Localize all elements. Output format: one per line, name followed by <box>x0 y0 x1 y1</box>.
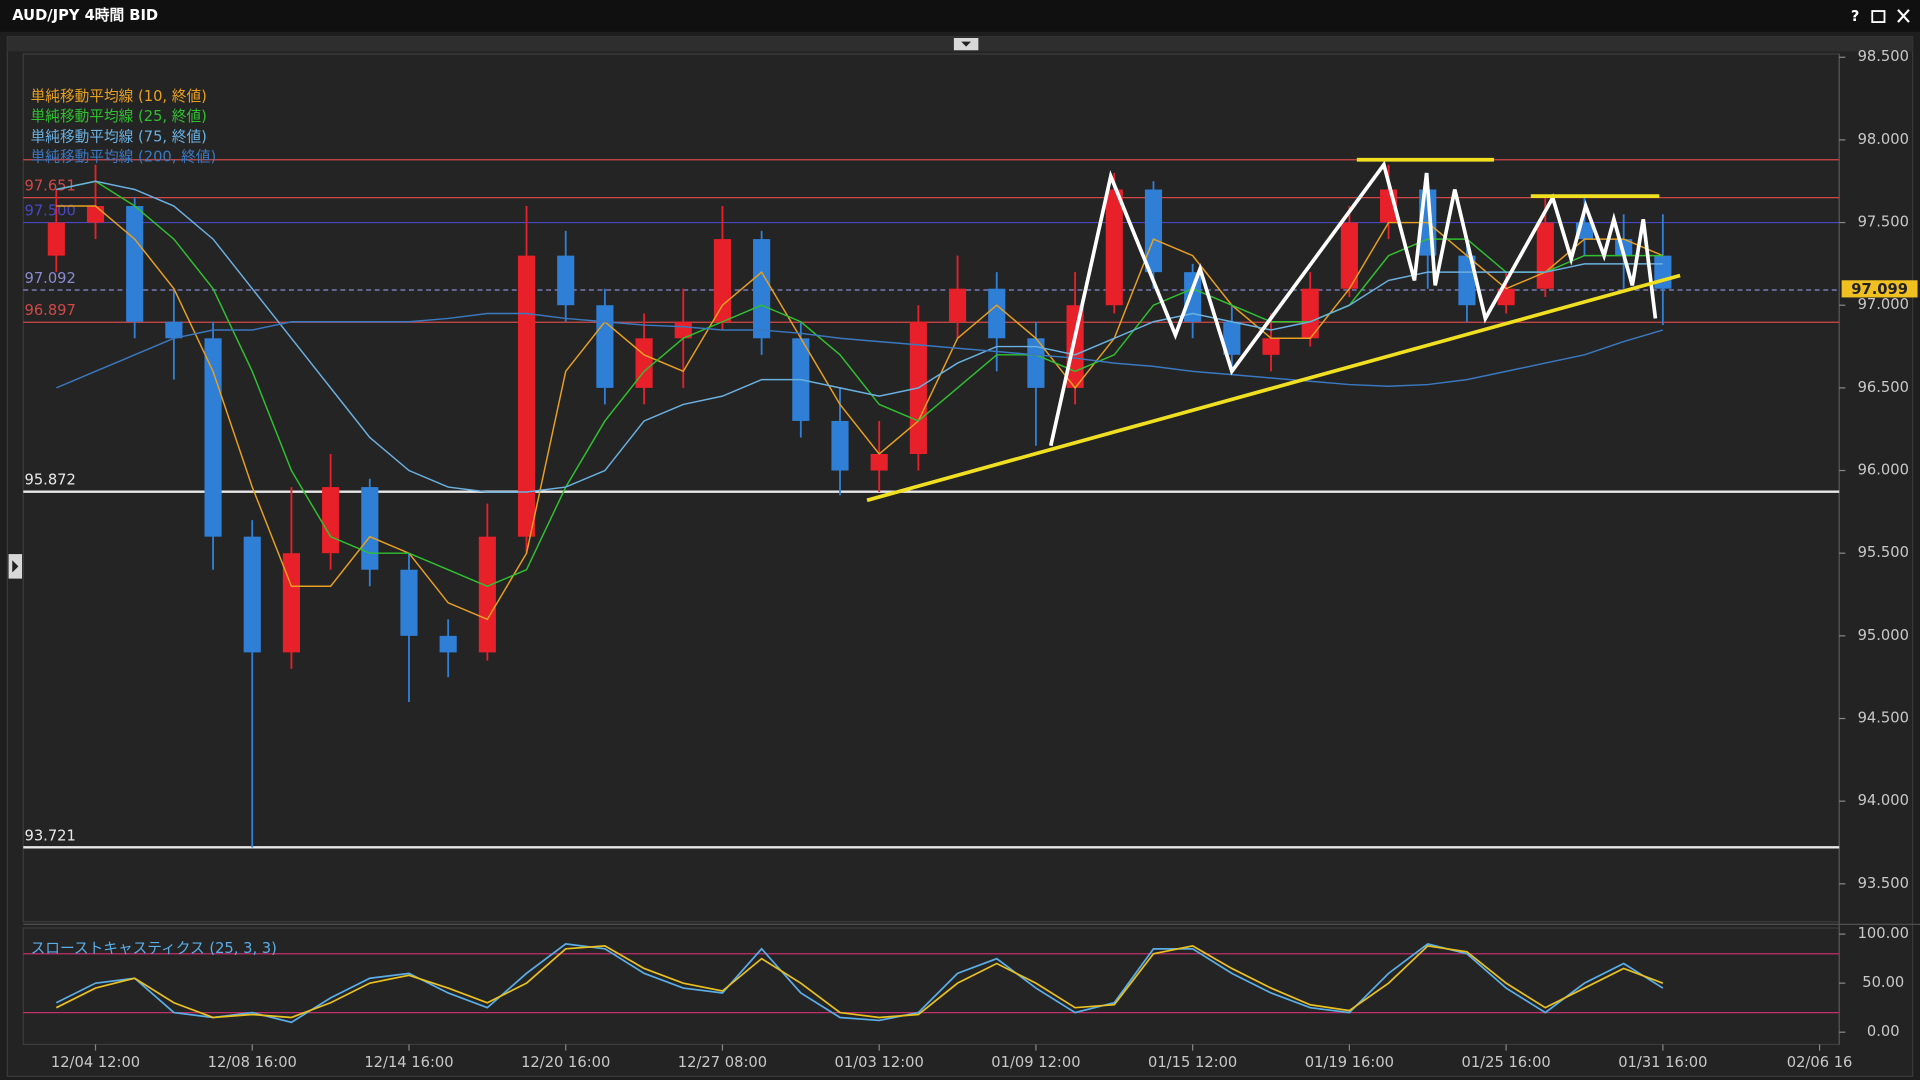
candle-body <box>988 288 1006 339</box>
candle-body <box>361 487 379 570</box>
x-tick-label: 01/15 12:00 <box>1148 1054 1237 1071</box>
candle-body <box>635 338 653 388</box>
legend-entry: 単純移動平均線 (10, 終値) <box>31 88 207 105</box>
candle-body <box>557 255 575 306</box>
help-button[interactable]: ? <box>1851 8 1860 25</box>
price-panel <box>22 53 1840 923</box>
moving-average <box>56 180 1663 588</box>
candle-body <box>870 454 888 471</box>
close-button[interactable] <box>1897 9 1910 23</box>
candle-body <box>282 553 300 653</box>
x-tick-label: 01/25 16:00 <box>1461 1054 1550 1071</box>
candle-body <box>204 338 222 537</box>
level-label: 96.897 <box>24 302 75 319</box>
x-tick-label: 12/04 12:00 <box>51 1054 140 1071</box>
stochastic-panel <box>22 927 1840 1046</box>
y-tick-label: 97.500 <box>1858 214 1909 231</box>
y-tick-label: 95.000 <box>1858 627 1909 644</box>
level-label: 97.651 <box>24 178 75 195</box>
candle-body <box>165 321 183 339</box>
stochastic-line <box>55 942 1664 1024</box>
stochastic-line <box>55 944 1664 1019</box>
candle-body <box>1223 321 1241 355</box>
candle-body <box>1340 222 1358 289</box>
candle-body <box>1066 305 1084 388</box>
y-tick-label: 98.500 <box>1858 48 1909 65</box>
candle-body <box>1262 338 1280 355</box>
indicator-title: スローストキャスティクス (25, 3, 3) <box>31 940 277 957</box>
window-title: AUD/JPY 4時間 BID <box>12 6 158 24</box>
x-tick-label: 12/20 16:00 <box>521 1054 610 1071</box>
candle-body <box>1497 288 1515 306</box>
moving-average <box>56 180 1663 493</box>
y-tick-label: 97.000 <box>1858 296 1909 313</box>
candle-body <box>948 288 967 322</box>
legend-entry: 単純移動平均線 (25, 終値) <box>31 108 207 125</box>
y-tick-label: 98.000 <box>1858 131 1909 148</box>
current-price-badge <box>1841 280 1918 298</box>
moving-average <box>56 205 1664 621</box>
y-tick-label: 50.00 <box>1862 974 1904 991</box>
candle-body <box>1301 288 1319 339</box>
y-tick-label: 94.000 <box>1858 792 1909 809</box>
x-tick-label: 12/14 16:00 <box>364 1054 453 1071</box>
candle-body <box>713 239 732 322</box>
side-arrow <box>12 560 19 573</box>
y-tick-label: 96.000 <box>1858 462 1909 479</box>
moving-average <box>56 312 1664 389</box>
candle-body <box>1184 272 1202 322</box>
current-price-label: 97.099 <box>1851 281 1908 298</box>
collapse-arrow <box>961 41 972 47</box>
y-tick-label: 95.500 <box>1858 544 1909 561</box>
candle-body <box>439 635 457 653</box>
level-label: 97.500 <box>24 203 75 220</box>
candle-body <box>517 255 536 537</box>
trend-drawing <box>866 273 1681 503</box>
candle-body <box>1458 255 1476 306</box>
candle-body <box>1536 222 1554 289</box>
legend-entry: 単純移動平均線 (200, 終値) <box>31 149 217 166</box>
candle-body <box>1105 189 1123 306</box>
candle-body <box>831 420 849 471</box>
y-tick-label: 96.500 <box>1858 379 1909 396</box>
y-tick-label: 100.00 <box>1858 925 1909 942</box>
x-tick-label: 12/27 08:00 <box>678 1054 767 1071</box>
candle-body <box>1144 189 1163 273</box>
y-tick-label: 94.500 <box>1858 710 1909 727</box>
trend-drawing <box>1049 160 1658 447</box>
candle-body <box>1027 338 1045 388</box>
maximize-button[interactable] <box>1871 10 1886 23</box>
level-label: 93.721 <box>24 827 75 844</box>
y-tick-label: 0.00 <box>1867 1023 1900 1040</box>
x-tick-label: 01/09 12:00 <box>991 1054 1080 1071</box>
level-label: 95.872 <box>24 472 75 489</box>
x-tick-label: 02/06 16 <box>1787 1054 1853 1071</box>
candle-body <box>478 536 496 653</box>
x-tick-label: 01/31 16:00 <box>1618 1054 1707 1071</box>
candle-body <box>596 305 614 388</box>
y-tick-label: 93.500 <box>1858 875 1909 892</box>
legend-entry: 単純移動平均線 (75, 終値) <box>31 128 207 145</box>
x-tick-label: 12/08 16:00 <box>208 1054 297 1071</box>
candle-body <box>86 206 105 223</box>
title-bar <box>0 0 1920 32</box>
x-tick-label: 01/03 12:00 <box>835 1054 924 1071</box>
candle-body <box>47 222 65 256</box>
candle-body <box>753 239 771 339</box>
level-label: 97.092 <box>24 270 75 287</box>
x-tick-label: 01/19 16:00 <box>1305 1054 1394 1071</box>
candle-body <box>126 206 144 322</box>
candle-body <box>400 569 418 636</box>
candle-body <box>243 536 261 653</box>
candle-body <box>322 487 340 554</box>
